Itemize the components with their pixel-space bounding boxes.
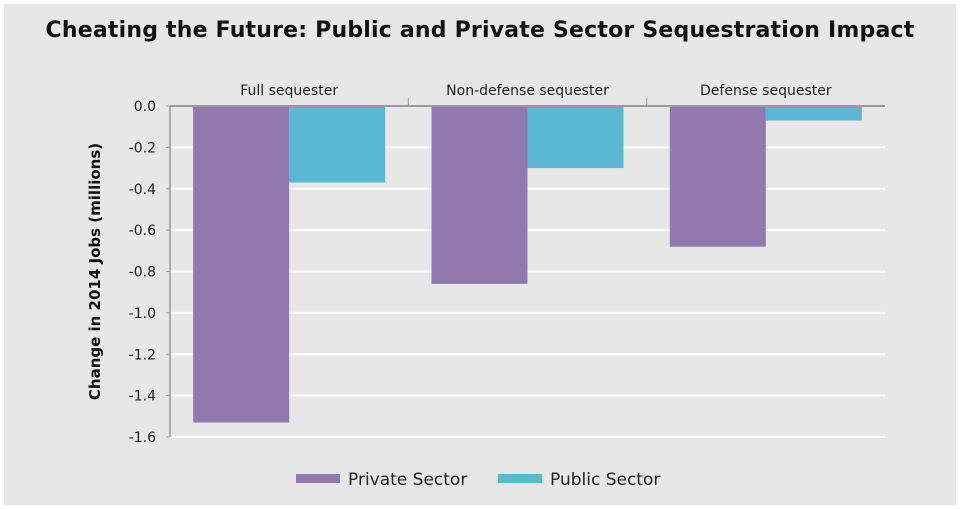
y-tick-label: -1.6	[129, 430, 156, 446]
y-tick-label: -0.6	[129, 223, 156, 239]
legend-label: Private Sector	[348, 470, 467, 490]
bar-private-sector	[431, 106, 528, 284]
y-tick-label: -0.2	[129, 140, 156, 156]
y-axis-label: Change in 2014 Jobs (millions)	[86, 143, 104, 400]
y-tick-label: -1.4	[129, 389, 156, 405]
category-label: Non-defense sequester	[446, 83, 609, 99]
legend-swatch	[498, 474, 542, 483]
legend-swatch	[296, 474, 340, 483]
bar-public-sector	[765, 106, 862, 121]
y-tick-label: -0.8	[129, 265, 156, 281]
y-tick-label: -0.4	[129, 182, 156, 198]
category-label: Defense sequester	[700, 83, 832, 99]
bar-public-sector	[527, 106, 624, 169]
bar-private-sector	[193, 106, 290, 423]
category-label: Full sequester	[240, 83, 338, 99]
bar-public-sector	[289, 106, 386, 183]
bar-private-sector	[669, 106, 766, 247]
y-tick-label: 0.0	[134, 99, 156, 115]
y-tick-label: -1.2	[129, 347, 156, 363]
legend-label: Public Sector	[550, 470, 660, 490]
y-tick-label: -1.0	[129, 306, 156, 322]
chart-title: Cheating the Future: Public and Private …	[45, 18, 915, 43]
